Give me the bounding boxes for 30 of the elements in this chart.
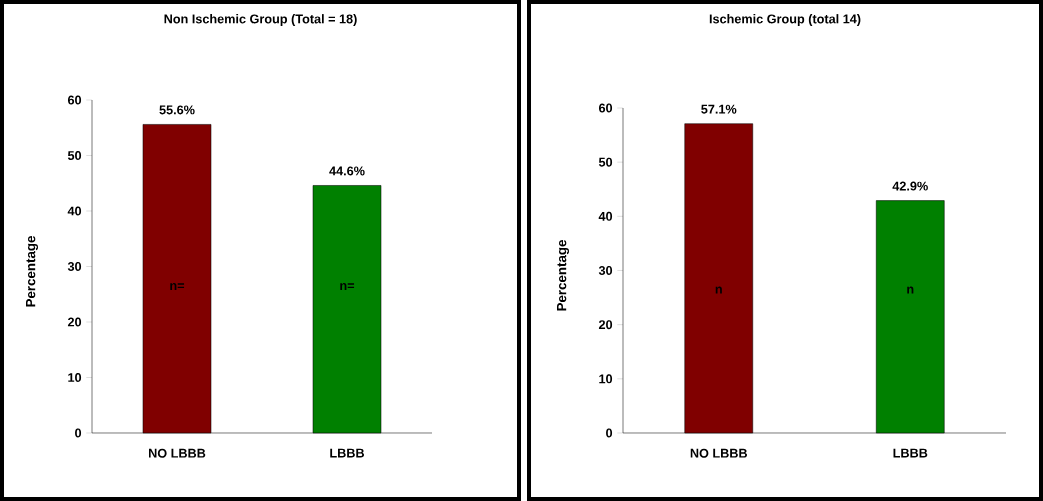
- data-label: 44.6%: [329, 166, 365, 176]
- y-tick-label: 60: [67, 95, 82, 105]
- chart-title: Non Ischemic Group (Total = 18): [164, 14, 357, 26]
- y-tick-label: 50: [67, 151, 82, 160]
- x-tick-label: LBBB: [330, 448, 365, 458]
- y-tick-label: 0: [606, 428, 613, 438]
- data-label: 42.9%: [892, 181, 928, 191]
- y-axis-title: Percentage: [26, 236, 38, 307]
- chart-title: Ischemic Group (total 14): [709, 14, 861, 26]
- x-tick-label: NO LBBB: [690, 448, 748, 458]
- x-tick-label: NO LBBB: [149, 448, 206, 458]
- y-tick-label: 30: [67, 262, 82, 271]
- y-tick-label: 0: [75, 428, 82, 438]
- y-axis-title: Percentage: [557, 240, 569, 311]
- y-tick-label: 50: [598, 157, 613, 167]
- annotation: n=: [170, 283, 185, 290]
- data-label: 57.1%: [701, 104, 737, 114]
- y-tick-label: 40: [598, 211, 613, 221]
- y-tick-label: 10: [599, 374, 613, 384]
- y-tick-label: 40: [67, 206, 82, 216]
- data-label: 55.6%: [159, 105, 195, 115]
- y-tick-label: 10: [68, 373, 82, 382]
- y-tick-label: 60: [598, 103, 613, 113]
- y-tick-label: 30: [598, 266, 613, 275]
- x-tick-label: LBBB: [893, 448, 928, 458]
- y-tick-label: 20: [67, 317, 82, 327]
- annotation: n: [907, 286, 914, 294]
- annotation: n=: [340, 283, 355, 290]
- y-tick-label: 20: [598, 320, 613, 330]
- annotation: n: [715, 286, 722, 294]
